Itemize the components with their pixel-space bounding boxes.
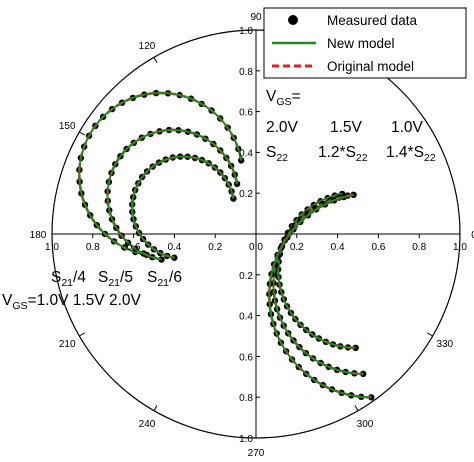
s22-scale-2: 1.2*S22 [318, 144, 368, 164]
s21-scale-2: S21/5 [98, 269, 133, 289]
s22-scale-1: S22 [266, 144, 288, 164]
s22-vgs-label: VGS= [266, 88, 301, 108]
radial-label-left: 1.0 [45, 242, 59, 253]
legend-marker-measured [288, 15, 298, 25]
radial-label-bottom: 0.2 [239, 271, 253, 282]
radial-label-bottom: 0.6 [239, 352, 253, 363]
angle-tick-mark [79, 131, 85, 136]
angle-label: 270 [248, 448, 265, 459]
radial-label-left: 0.8 [86, 242, 100, 253]
radial-label-bottom: 1.0 [239, 434, 253, 445]
s22-vgs-value-2: 1.5V [330, 119, 363, 136]
new-model-curve [131, 155, 235, 259]
angle-tick-mark [354, 405, 359, 411]
angle-tick-mark [153, 57, 158, 63]
polar-grid [51, 29, 461, 439]
radial-label-top: 0.4 [239, 148, 253, 159]
angle-label: 120 [139, 41, 156, 52]
angle-label: 210 [59, 339, 76, 350]
radial-label-left: 0.2 [208, 242, 222, 253]
s21-scale-3: S21/6 [147, 269, 182, 289]
tick-labels: 90 120 150 180 210 240 270 300 330 0 0.0 0.2 0.2 0.2 0… [30, 12, 474, 459]
angle-tick-mark [427, 332, 433, 337]
radial-label-top: 0.8 [239, 67, 253, 78]
s22-scale-3: 1.4*S22 [386, 144, 436, 164]
s21-annotation: S21/4 S21/5 S21/6 VGS=1.0V 1.5V 2.0V [2, 269, 182, 312]
s22-vgs-value-3: 1.0V [391, 119, 424, 136]
new-model-curve [78, 91, 243, 256]
radial-label-right: 0.4 [331, 242, 345, 253]
radial-label-bottom: 0.8 [239, 393, 253, 404]
angle-label: 90 [250, 12, 262, 23]
new-model-curve [277, 192, 356, 349]
new-model-curve [106, 128, 239, 261]
radial-label-right: 0.2 [290, 242, 304, 253]
angle-tick-mark [153, 405, 158, 411]
angle-label: 0 [471, 230, 474, 241]
s21-scale-1: S21/4 [51, 269, 86, 289]
radial-label-right: 1.0 [453, 242, 467, 253]
legend-label-measured: Measured data [327, 13, 418, 28]
radial-label-left: 0.4 [167, 242, 181, 253]
s22-vgs-value-1: 2.0V [266, 119, 299, 136]
radial-label-bottom: 0.4 [239, 312, 253, 323]
legend: Measured data New model Original model [263, 7, 467, 79]
angle-label: 300 [357, 419, 374, 430]
angle-label: 180 [30, 230, 47, 241]
radial-label-right: 0.6 [371, 242, 385, 253]
radial-label-right: 0.0 [249, 242, 263, 253]
original-model-curve [276, 192, 356, 350]
data-curves [76, 89, 375, 401]
angle-label: 240 [139, 419, 156, 430]
angle-label: 330 [436, 339, 453, 350]
radial-label-right: 0.8 [412, 242, 426, 253]
radial-label-top: 1.0 [239, 26, 253, 37]
angle-label: 150 [59, 121, 76, 132]
s21-vgs-line: VGS=1.0V 1.5V 2.0V [2, 292, 141, 312]
radial-label-top: 0.6 [239, 108, 253, 119]
legend-label-original-model: Original model [327, 59, 414, 74]
radial-label-left: 0.6 [127, 242, 141, 253]
radial-label-top: 0.2 [239, 189, 253, 200]
original-model-curve [267, 193, 372, 399]
s22-annotation: VGS= 2.0V 1.5V 1.0V S22 1.2*S22 1.4*S22 [266, 88, 436, 164]
angle-tick-mark [79, 332, 85, 337]
new-model-curve [268, 193, 372, 399]
legend-label-new-model: New model [327, 36, 395, 51]
